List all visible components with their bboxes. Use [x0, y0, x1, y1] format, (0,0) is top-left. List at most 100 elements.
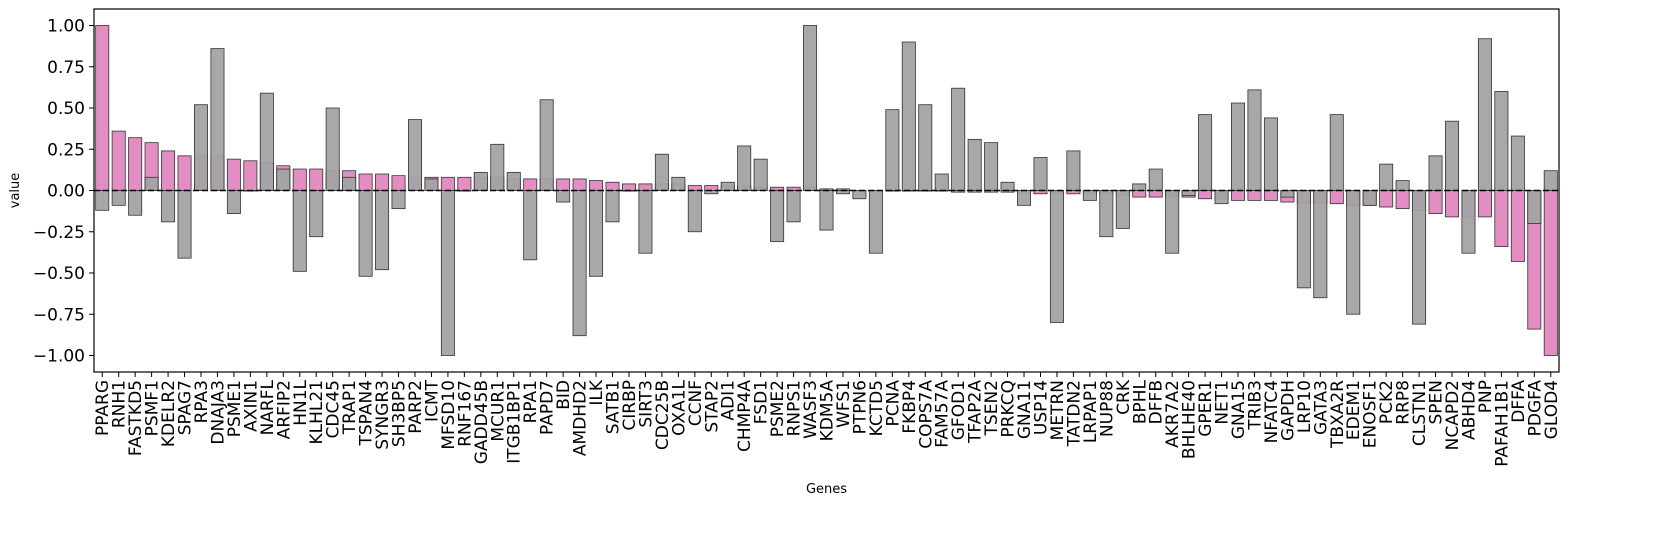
bar-series-2-BPHL — [1132, 183, 1147, 191]
bar-series-2-SH3BP5 — [391, 190, 406, 210]
x-tick-label-BHLHE40: BHLHE40 — [1180, 380, 1200, 459]
bar-series-2-PNP — [1477, 38, 1492, 191]
bar-series-2-MFSD10 — [440, 190, 455, 356]
bar-series-2-MCUR1 — [490, 143, 505, 191]
x-tick-label-HN1L: HN1L — [291, 379, 311, 425]
bar-series-2-PPARG — [95, 190, 110, 211]
bar-series-2-PSMF1 — [144, 176, 159, 191]
bar-series-2-RPA1 — [523, 190, 538, 261]
bar-series-2-CLSTN1 — [1412, 190, 1427, 325]
bar-series-2-TRAP1 — [342, 176, 357, 191]
x-tick-label-ADI1: ADI1 — [719, 380, 739, 421]
x-tick-label-RPA1: RPA1 — [521, 380, 541, 423]
x-tick-label-RNH1: RNH1 — [110, 380, 130, 428]
bar-series-1-RNH1 — [111, 130, 126, 191]
bar-series-2-GPER1 — [1198, 114, 1213, 191]
x-tick-label-USP14: USP14 — [1031, 380, 1051, 435]
x-tick-label-COPS7A: COPS7A — [916, 380, 936, 449]
y-tick-label: −0.25 — [33, 223, 85, 243]
x-tick-label-LRP10: LRP10 — [1295, 380, 1315, 433]
bar-series-2-FKBP4 — [901, 41, 916, 191]
x-tick-label-KLHL21: KLHL21 — [307, 380, 327, 445]
bar-series-2-RPA3 — [194, 104, 208, 191]
bar-series-2-OXA1L — [671, 176, 686, 191]
bar-series-2-PRKCQ — [1000, 181, 1015, 191]
bar-series-2-CDC45 — [325, 107, 340, 191]
x-tick-label-WASF3: WASF3 — [801, 380, 821, 439]
x-tick-label-GATA3: GATA3 — [1311, 380, 1331, 435]
x-tick-label-TATDN2: TATDN2 — [1064, 380, 1084, 447]
bar-series-1-NCAPD2 — [1445, 190, 1459, 218]
bar-series-2-KLHL21 — [309, 190, 324, 238]
bar-series-2-BID — [556, 190, 571, 203]
bar-series-2-GAPDH — [1280, 190, 1295, 198]
x-tick-label-ITGB1BP1: ITGB1BP1 — [505, 380, 525, 464]
bar-series-2-ILK — [589, 190, 604, 277]
x-tick-label-GAPDH: GAPDH — [1278, 380, 1298, 441]
bar-series-1-GPER1 — [1198, 190, 1213, 200]
x-tick-label-GPER1: GPER1 — [1196, 380, 1216, 437]
bar-series-2-RRP8 — [1395, 180, 1410, 191]
x-tick-label-PRKCQ: PRKCQ — [999, 380, 1019, 438]
x-tick-label-ILK: ILK — [587, 379, 607, 405]
bar-series-1-SATB1 — [605, 181, 620, 191]
bar-series-1-RPA1 — [523, 178, 538, 191]
x-tick-label-TSPAN4: TSPAN4 — [357, 380, 377, 447]
bars-group — [95, 25, 1558, 356]
bar-series-2-ABHD4 — [1461, 190, 1476, 254]
x-tick-label-PNP: PNP — [1476, 380, 1496, 413]
bar-series-2-KDM5A — [819, 190, 834, 231]
bar-series-2-SATB1 — [605, 190, 620, 223]
x-tick-label-PDGFA: PDGFA — [1525, 380, 1545, 437]
bar-series-1-TBXA2R — [1329, 190, 1344, 205]
bar-series-1-GNA15 — [1231, 190, 1246, 201]
x-tick-label-GLOD4: GLOD4 — [1542, 380, 1562, 439]
bar-series-1-PSME1 — [226, 158, 241, 191]
y-tick-label: 0.75 — [47, 58, 85, 78]
bar-series-2-WASF3 — [803, 25, 818, 191]
bar-series-2-DNAJA3 — [210, 48, 225, 191]
x-tick-label-PPARG: PPARG — [93, 380, 113, 436]
x-tick-label-SPAG7: SPAG7 — [176, 380, 196, 435]
bar-series-1-GLOD4 — [1543, 190, 1558, 356]
x-tick-label-PTPN6: PTPN6 — [850, 380, 870, 434]
x-tick-label-PCK2: PCK2 — [1377, 380, 1397, 424]
x-tick-label-NFATC4: NFATC4 — [1262, 380, 1282, 443]
x-tick-label-CDC45: CDC45 — [324, 380, 344, 438]
bar-series-2-TSEN2 — [984, 142, 999, 191]
bar-series-2-TFAP2A — [967, 138, 982, 191]
bar-series-1-PNP — [1477, 190, 1492, 218]
bar-series-2-GNA11 — [1017, 190, 1032, 206]
bar-series-2-GATA3 — [1313, 190, 1328, 299]
bar-series-2-PTPN6 — [852, 190, 867, 200]
x-tick-label-SYNGR3: SYNGR3 — [373, 380, 393, 450]
x-tick-label-ABHD4: ABHD4 — [1459, 380, 1479, 440]
x-tick-label-ENOSF1: ENOSF1 — [1361, 380, 1381, 448]
bar-series-1-DFFA — [1510, 190, 1525, 262]
x-tick-label-CCNF: CCNF — [686, 380, 706, 426]
y-tick-label: 0.00 — [47, 182, 85, 202]
x-tick-label-PSMF1: PSMF1 — [143, 380, 163, 436]
bar-series-1-PCK2 — [1379, 190, 1394, 208]
x-tick-label-DFFA: DFFA — [1509, 380, 1529, 423]
x-tick-label-TSEN2: TSEN2 — [982, 380, 1002, 436]
bar-series-1-MFSD10 — [440, 176, 455, 191]
x-tick-label-DNAJA3: DNAJA3 — [208, 380, 228, 445]
x-tick-label-BID: BID — [554, 380, 574, 410]
x-tick-label-EDEM1: EDEM1 — [1344, 380, 1364, 440]
bar-series-2-PCK2 — [1379, 163, 1394, 191]
bar-series-2-TATDN2 — [1066, 150, 1081, 191]
bar-series-1-KDELR2 — [161, 150, 176, 191]
bar-series-2-KCTD5 — [868, 190, 883, 254]
x-tick-label-CDC25B: CDC25B — [653, 380, 673, 450]
x-tick-label-BPHL: BPHL — [1130, 379, 1150, 424]
x-tick-label-FASTKD5: FASTKD5 — [126, 380, 146, 456]
x-tick-label-FSD1: FSD1 — [752, 380, 772, 424]
bar-series-2-NARFL — [259, 92, 274, 191]
x-tick-label-NET1: NET1 — [1213, 380, 1233, 425]
bar-series-2-SYNGR3 — [375, 190, 390, 271]
x-tick-label-RNF167: RNF167 — [455, 380, 475, 447]
x-tick-label-OXA1L: OXA1L — [669, 379, 689, 435]
x-tick-label-WFS1: WFS1 — [834, 380, 854, 428]
bar-series-2-SPEN — [1428, 155, 1443, 191]
